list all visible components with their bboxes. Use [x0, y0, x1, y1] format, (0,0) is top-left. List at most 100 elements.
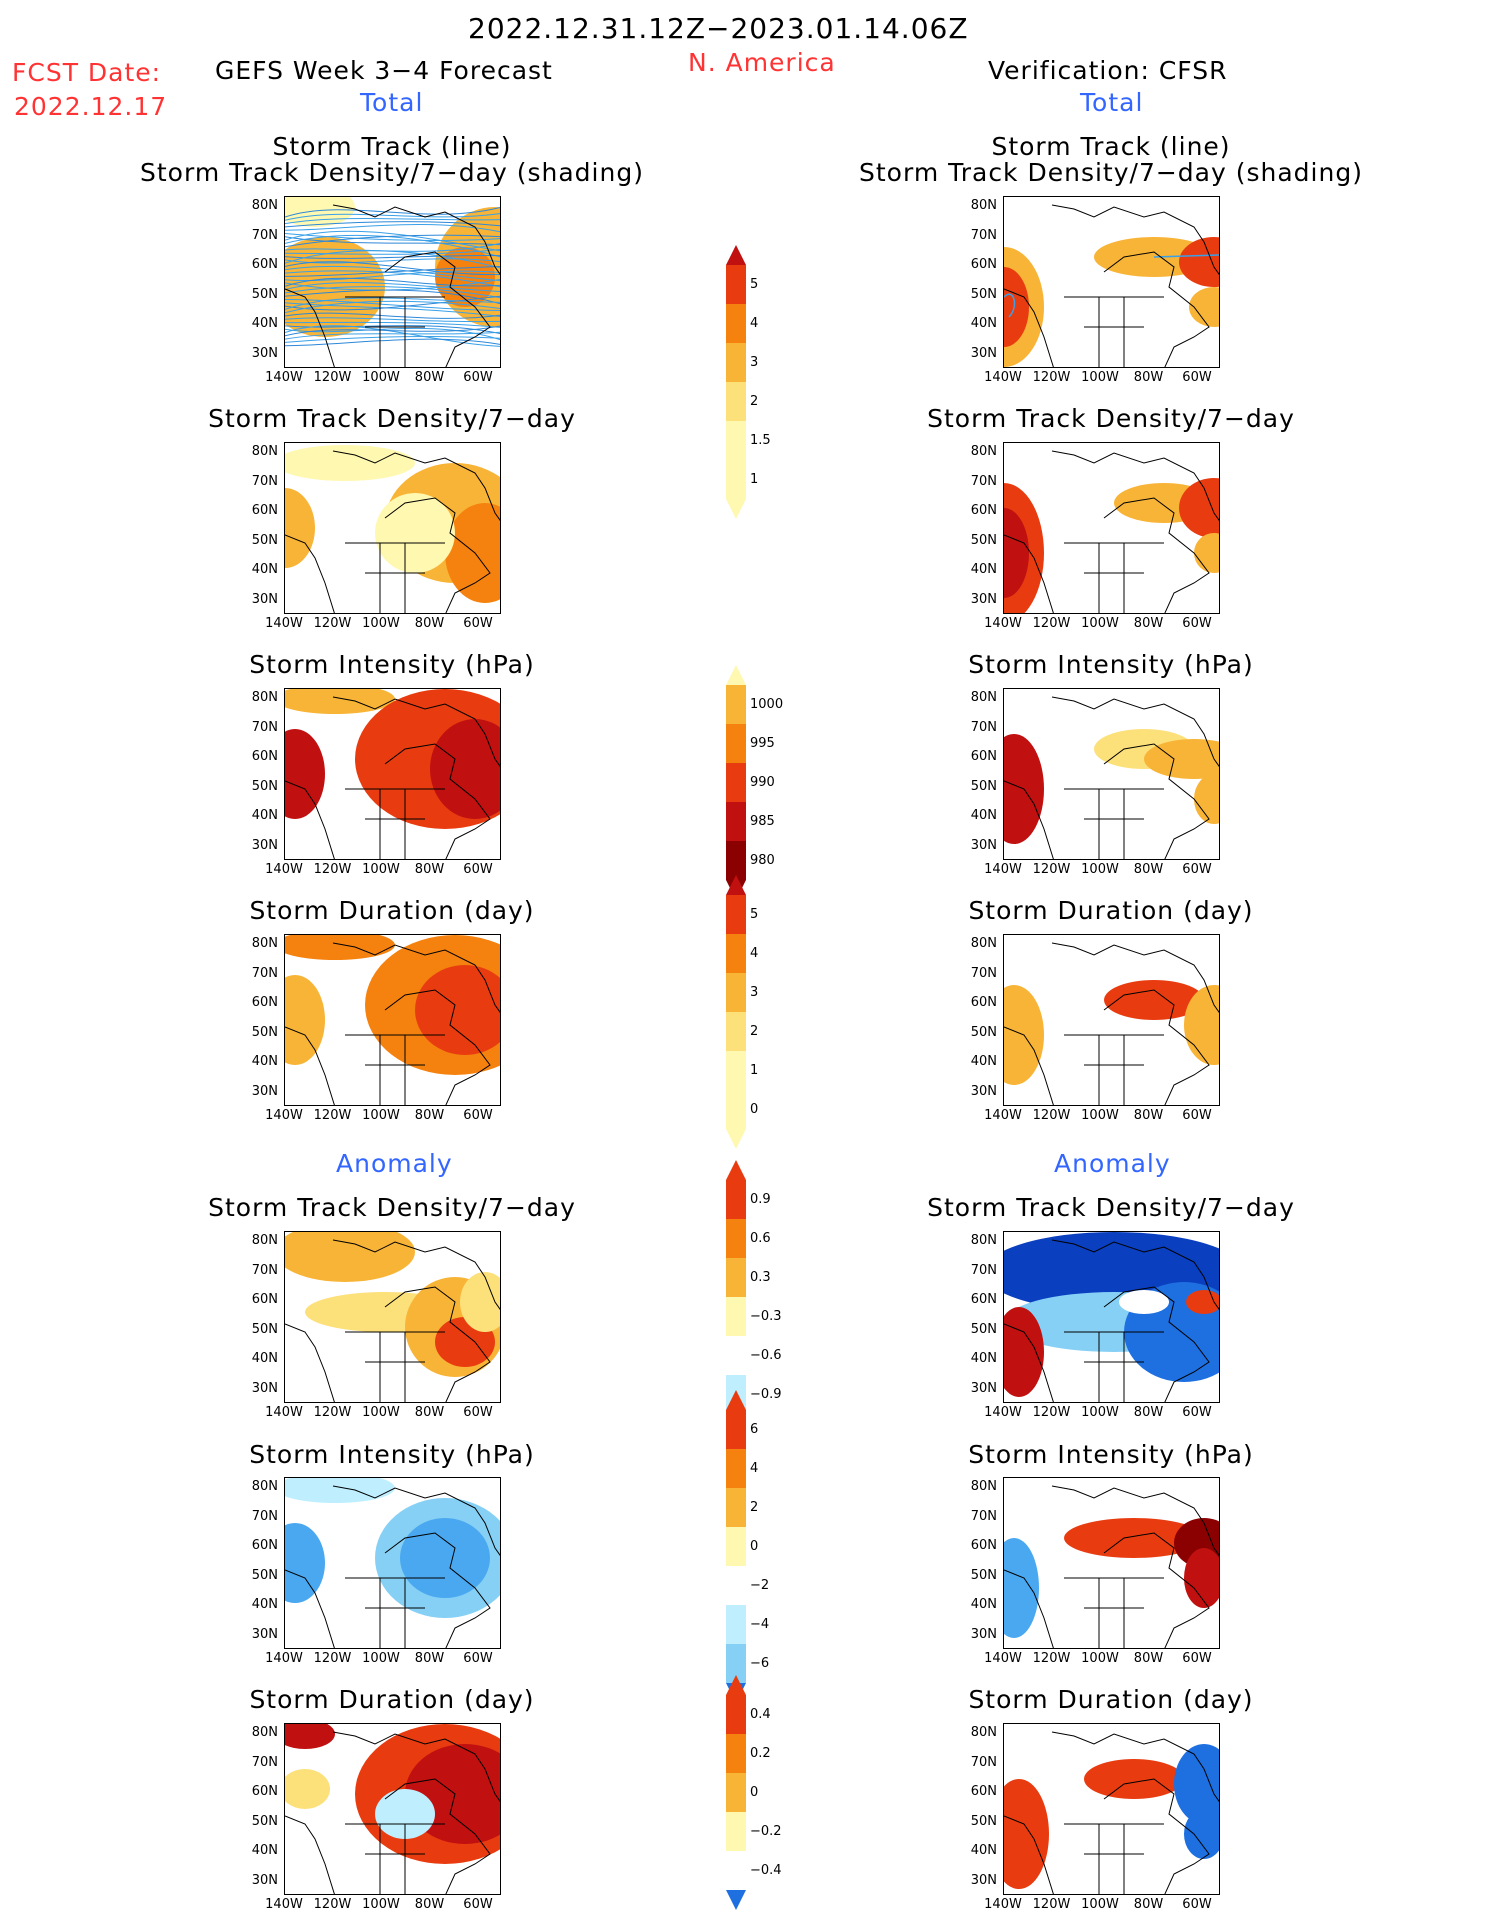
- colorbar-tick-label: −2: [750, 1578, 770, 1593]
- panel-title-duration-left: Storm Duration (day): [249, 896, 535, 925]
- storm-track-line: [285, 255, 500, 259]
- coastline-borders: [285, 696, 500, 859]
- lat-tick-label: 50N: [970, 1813, 997, 1829]
- anomaly-label-left: Anomaly: [336, 1149, 453, 1178]
- map-panel: [284, 442, 501, 614]
- colorbar-tick-label: −0.9: [750, 1387, 782, 1402]
- lon-tick-label: 60W: [463, 616, 493, 631]
- colorbar-segment: [726, 343, 746, 382]
- shading-region: [1104, 980, 1204, 1020]
- coastline-borders: [285, 204, 500, 367]
- shading-region: [400, 1518, 490, 1598]
- storm-track-line: [285, 213, 500, 221]
- lon-tick-label: 80W: [1133, 1897, 1164, 1912]
- lon-tick-label: 80W: [1133, 1651, 1164, 1666]
- colorbar-segment: [726, 1527, 746, 1566]
- lon-tick-label: 140W: [984, 1651, 1022, 1666]
- lon-tick-label: 120W: [1032, 370, 1071, 385]
- total-label-right: Total: [1080, 88, 1144, 117]
- lon-tick-label: 120W: [313, 1897, 352, 1912]
- lon-tick-label: 80W: [1133, 862, 1164, 877]
- lon-tick-label: 120W: [313, 370, 352, 385]
- lon-tick-label: 80W: [414, 1108, 445, 1123]
- lat-tick-label: 70N: [251, 719, 278, 735]
- lat-tick-label: 30N: [970, 345, 997, 361]
- storm-track-line: [285, 286, 500, 299]
- lat-tick-label: 40N: [251, 562, 278, 577]
- lat-tick-label: 70N: [251, 1262, 278, 1278]
- colorbar-segment: [726, 1219, 746, 1258]
- colorbar-segment: [726, 1566, 746, 1605]
- lat-tick-label: 50N: [970, 532, 997, 548]
- coastline-borders: [1004, 1731, 1219, 1894]
- lon-tick-label: 80W: [414, 862, 445, 877]
- verification-label: Verification: CFSR: [988, 56, 1228, 85]
- map-shading: [1004, 1731, 1219, 1894]
- lon-tick-label: 60W: [1182, 1897, 1212, 1912]
- storm-track-line: [285, 234, 500, 248]
- colorbar-segment: [726, 421, 746, 460]
- colorbar-tick-label: 0.3: [750, 1270, 771, 1285]
- lon-tick-label: 60W: [1182, 1405, 1212, 1420]
- map-shading: [1004, 1232, 1219, 1402]
- colorbar-segment: [726, 265, 746, 304]
- colorbar-segment: [726, 1297, 746, 1336]
- colorbar-segment: [726, 895, 746, 934]
- colorbar-segment: [726, 1695, 746, 1734]
- lat-tick-label: 60N: [251, 749, 278, 764]
- colorbar-segment: [726, 1773, 746, 1812]
- map-panel: [1003, 442, 1220, 614]
- lat-tick-label: 60N: [970, 749, 997, 764]
- colorbar-tick-label: −0.3: [750, 1309, 782, 1324]
- lat-tick-label: 70N: [970, 965, 997, 981]
- shading-region: [1084, 1759, 1184, 1799]
- lon-tick-label: 80W: [1133, 1405, 1164, 1420]
- lat-tick-label: 80N: [251, 690, 278, 705]
- lon-tick-label: 80W: [414, 1651, 445, 1666]
- panel-title-density-anom-left: Storm Track Density/7−day: [208, 1193, 576, 1222]
- lon-tick-label: 60W: [1182, 616, 1212, 631]
- fcst-date-label: FCST Date:: [12, 58, 162, 87]
- map-panel: [1003, 1231, 1220, 1403]
- shading-region: [1189, 287, 1219, 327]
- map-shading: [1004, 204, 1219, 367]
- lat-tick-label: 60N: [970, 503, 997, 518]
- colorbar-segment: [726, 973, 746, 1012]
- shading-region: [1194, 774, 1219, 824]
- lat-tick-label: 60N: [970, 995, 997, 1010]
- colorbar-tick-label: −0.4: [750, 1863, 782, 1878]
- lon-tick-label: 140W: [265, 370, 303, 385]
- panel-title-duration-right: Storm Duration (day): [968, 896, 1254, 925]
- lat-tick-label: 50N: [251, 1813, 278, 1829]
- colorbar-duration-anom: [726, 1675, 746, 1910]
- lon-tick-label: 140W: [265, 1405, 303, 1420]
- map-shading: [285, 1478, 500, 1648]
- lat-tick-label: 70N: [970, 473, 997, 489]
- lat-tick-label: 60N: [970, 257, 997, 272]
- lat-tick-label: 70N: [970, 1754, 997, 1770]
- colorbar-tick-label: −0.2: [750, 1824, 782, 1839]
- total-label-left: Total: [360, 88, 424, 117]
- panel-title-duration-anom-right: Storm Duration (day): [968, 1685, 1254, 1714]
- colorbar-tick-label: 1: [750, 1063, 759, 1078]
- lat-tick-label: 40N: [251, 808, 278, 823]
- lat-tick-label: 60N: [251, 503, 278, 518]
- lat-tick-label: 30N: [251, 1872, 278, 1888]
- figure-title: 2022.12.31.12Z−2023.01.14.06Z: [468, 12, 969, 45]
- lon-tick-label: 140W: [984, 1405, 1022, 1420]
- lat-tick-label: 60N: [970, 1292, 997, 1307]
- anomaly-label-right: Anomaly: [1054, 1149, 1171, 1178]
- shading-region: [445, 503, 500, 603]
- colorbar-segment: [726, 841, 746, 880]
- colorbar-segment: [726, 685, 746, 724]
- colorbar-segment: [726, 1410, 746, 1449]
- map-panel: [1003, 934, 1220, 1106]
- colorbar-segment: [726, 724, 746, 763]
- colorbar-segment: [726, 934, 746, 973]
- colorbar-arrow: [726, 1390, 746, 1410]
- colorbar-segment: [726, 1644, 746, 1683]
- map-panel: [284, 196, 501, 368]
- shading-region: [1004, 1307, 1044, 1397]
- lat-tick-label: 50N: [970, 1024, 997, 1040]
- storm-track-line: [285, 221, 500, 228]
